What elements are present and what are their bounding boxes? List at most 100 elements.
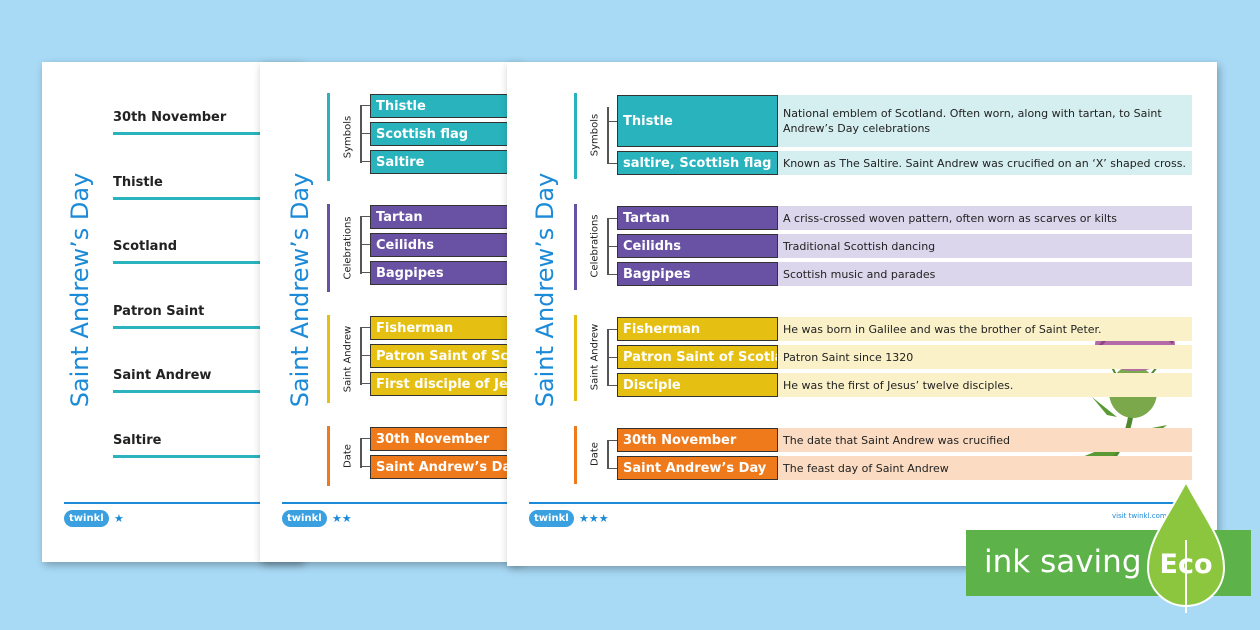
bracket — [360, 327, 362, 385]
logo: twinkl — [529, 510, 574, 527]
badge-text: ink saving — [984, 544, 1142, 580]
connector — [607, 329, 617, 330]
connector — [607, 246, 617, 247]
term-box: Fisherman — [370, 316, 520, 340]
group-label: Celebrations — [342, 216, 354, 280]
word: Saint Andrew — [113, 368, 212, 384]
term-box: Fisherman — [617, 317, 778, 341]
definition-box: Scottish music and parades — [778, 262, 1192, 286]
word-line — [113, 132, 302, 135]
group-bar — [574, 93, 577, 179]
connector — [607, 274, 617, 275]
word: Saltire — [113, 433, 162, 448]
group-label: Celebrations — [589, 214, 601, 278]
connector — [360, 466, 370, 467]
word: 30th November — [113, 110, 227, 125]
term-box: Saint Andrew’s Day — [370, 455, 520, 479]
sheet-3: Saint Andrew’s Day Symbols Thistle National… — [507, 62, 1217, 566]
term-box: Saint Andrew’s Day — [617, 456, 778, 480]
term-box: Saltire — [370, 150, 520, 174]
definition-box: Patron Saint since 1320 — [778, 345, 1192, 369]
term-box: Tartan — [370, 205, 520, 229]
connector — [360, 105, 370, 106]
group-label: Symbols — [342, 115, 354, 159]
connector — [607, 218, 617, 219]
connector — [360, 383, 370, 384]
group-bar — [327, 315, 330, 403]
footer-line — [64, 502, 284, 504]
word: Thistle — [113, 174, 163, 190]
definition-box: He was the first of Jesus’ twelve discip… — [778, 373, 1192, 397]
term-box: Scottish flag — [370, 122, 520, 146]
connector — [360, 161, 370, 162]
term-box: 30th November — [617, 428, 778, 452]
word-line — [113, 261, 302, 265]
group-bar — [574, 315, 577, 401]
connector — [360, 438, 370, 439]
connector — [360, 133, 370, 134]
term-box: Bagpipes — [370, 261, 520, 285]
term-box: Ceilidhs — [370, 233, 520, 257]
term-box: Disciple — [617, 373, 778, 397]
word: Patron Saint — [113, 303, 205, 319]
group-bar — [574, 426, 577, 484]
bracket — [360, 438, 362, 468]
word-line — [113, 390, 302, 394]
word-line — [113, 325, 302, 329]
logo: twinkl — [64, 510, 109, 527]
connector — [607, 121, 617, 122]
group-label: Date — [342, 444, 354, 468]
definition-box: Known as The Saltire. Saint Andrew was c… — [778, 151, 1192, 175]
footer-url: visit twinkl.com — [1112, 512, 1167, 520]
group-bar — [327, 93, 330, 181]
bracket — [607, 440, 609, 468]
definition-box: Traditional Scottish dancing — [778, 234, 1192, 258]
group-label: Date — [589, 442, 601, 466]
stars: ★★★ — [579, 512, 609, 525]
sheet-1: Saint Andrew’s Day 30th November Thistle Sc… — [42, 62, 302, 562]
term-box: Bagpipes — [617, 262, 778, 286]
sheet-2: Saint Andrew’s Day Symbols Thistle Scottish… — [260, 62, 520, 562]
eco-drop: Eco — [1146, 480, 1226, 613]
word-line — [113, 196, 302, 200]
bracket — [607, 107, 609, 163]
definition-box: A criss-crossed woven pattern, often wor… — [778, 206, 1192, 230]
group-bar — [327, 204, 330, 292]
word-line — [113, 455, 302, 458]
term-box: Thistle — [617, 95, 778, 147]
connector — [360, 327, 370, 328]
connector — [360, 355, 370, 356]
term-box: saltire, Scottish flag — [617, 151, 778, 175]
connector — [607, 440, 617, 441]
connector — [607, 357, 617, 358]
connector — [360, 216, 370, 217]
title: Saint Andrew’s Day — [531, 172, 559, 408]
bracket — [360, 105, 362, 163]
term-box: 30th November — [370, 427, 520, 451]
group-label: Saint Andrew — [589, 323, 601, 391]
definition-box: National emblem of Scotland. Often worn,… — [778, 95, 1192, 147]
badge-eco: Eco — [1160, 549, 1213, 580]
word: Scotland — [113, 239, 178, 255]
logo: twinkl — [282, 510, 327, 527]
term-box: Patron Saint of Scotland — [617, 345, 778, 369]
footer-line — [529, 502, 1179, 504]
connector — [360, 272, 370, 273]
connector — [607, 468, 617, 469]
term-box: Thistle — [370, 94, 520, 118]
definition-box: The feast day of Saint Andrew — [778, 456, 1192, 480]
bracket — [360, 216, 362, 274]
term-box: Patron Saint of Scotland — [370, 344, 520, 368]
stars: ★ — [114, 512, 124, 525]
term-box: Ceilidhs — [617, 234, 778, 258]
title: Saint Andrew’s Day — [66, 172, 94, 408]
definition-box: The date that Saint Andrew was crucified — [778, 428, 1192, 452]
term-box: First disciple of Jesus — [370, 372, 520, 396]
footer-line — [282, 502, 512, 504]
group-label: Saint Andrew — [342, 325, 354, 393]
group-bar — [327, 426, 330, 486]
title: Saint Andrew’s Day — [286, 172, 314, 408]
definition-box: He was born in Galilee and was the broth… — [778, 317, 1192, 341]
connector — [607, 385, 617, 386]
